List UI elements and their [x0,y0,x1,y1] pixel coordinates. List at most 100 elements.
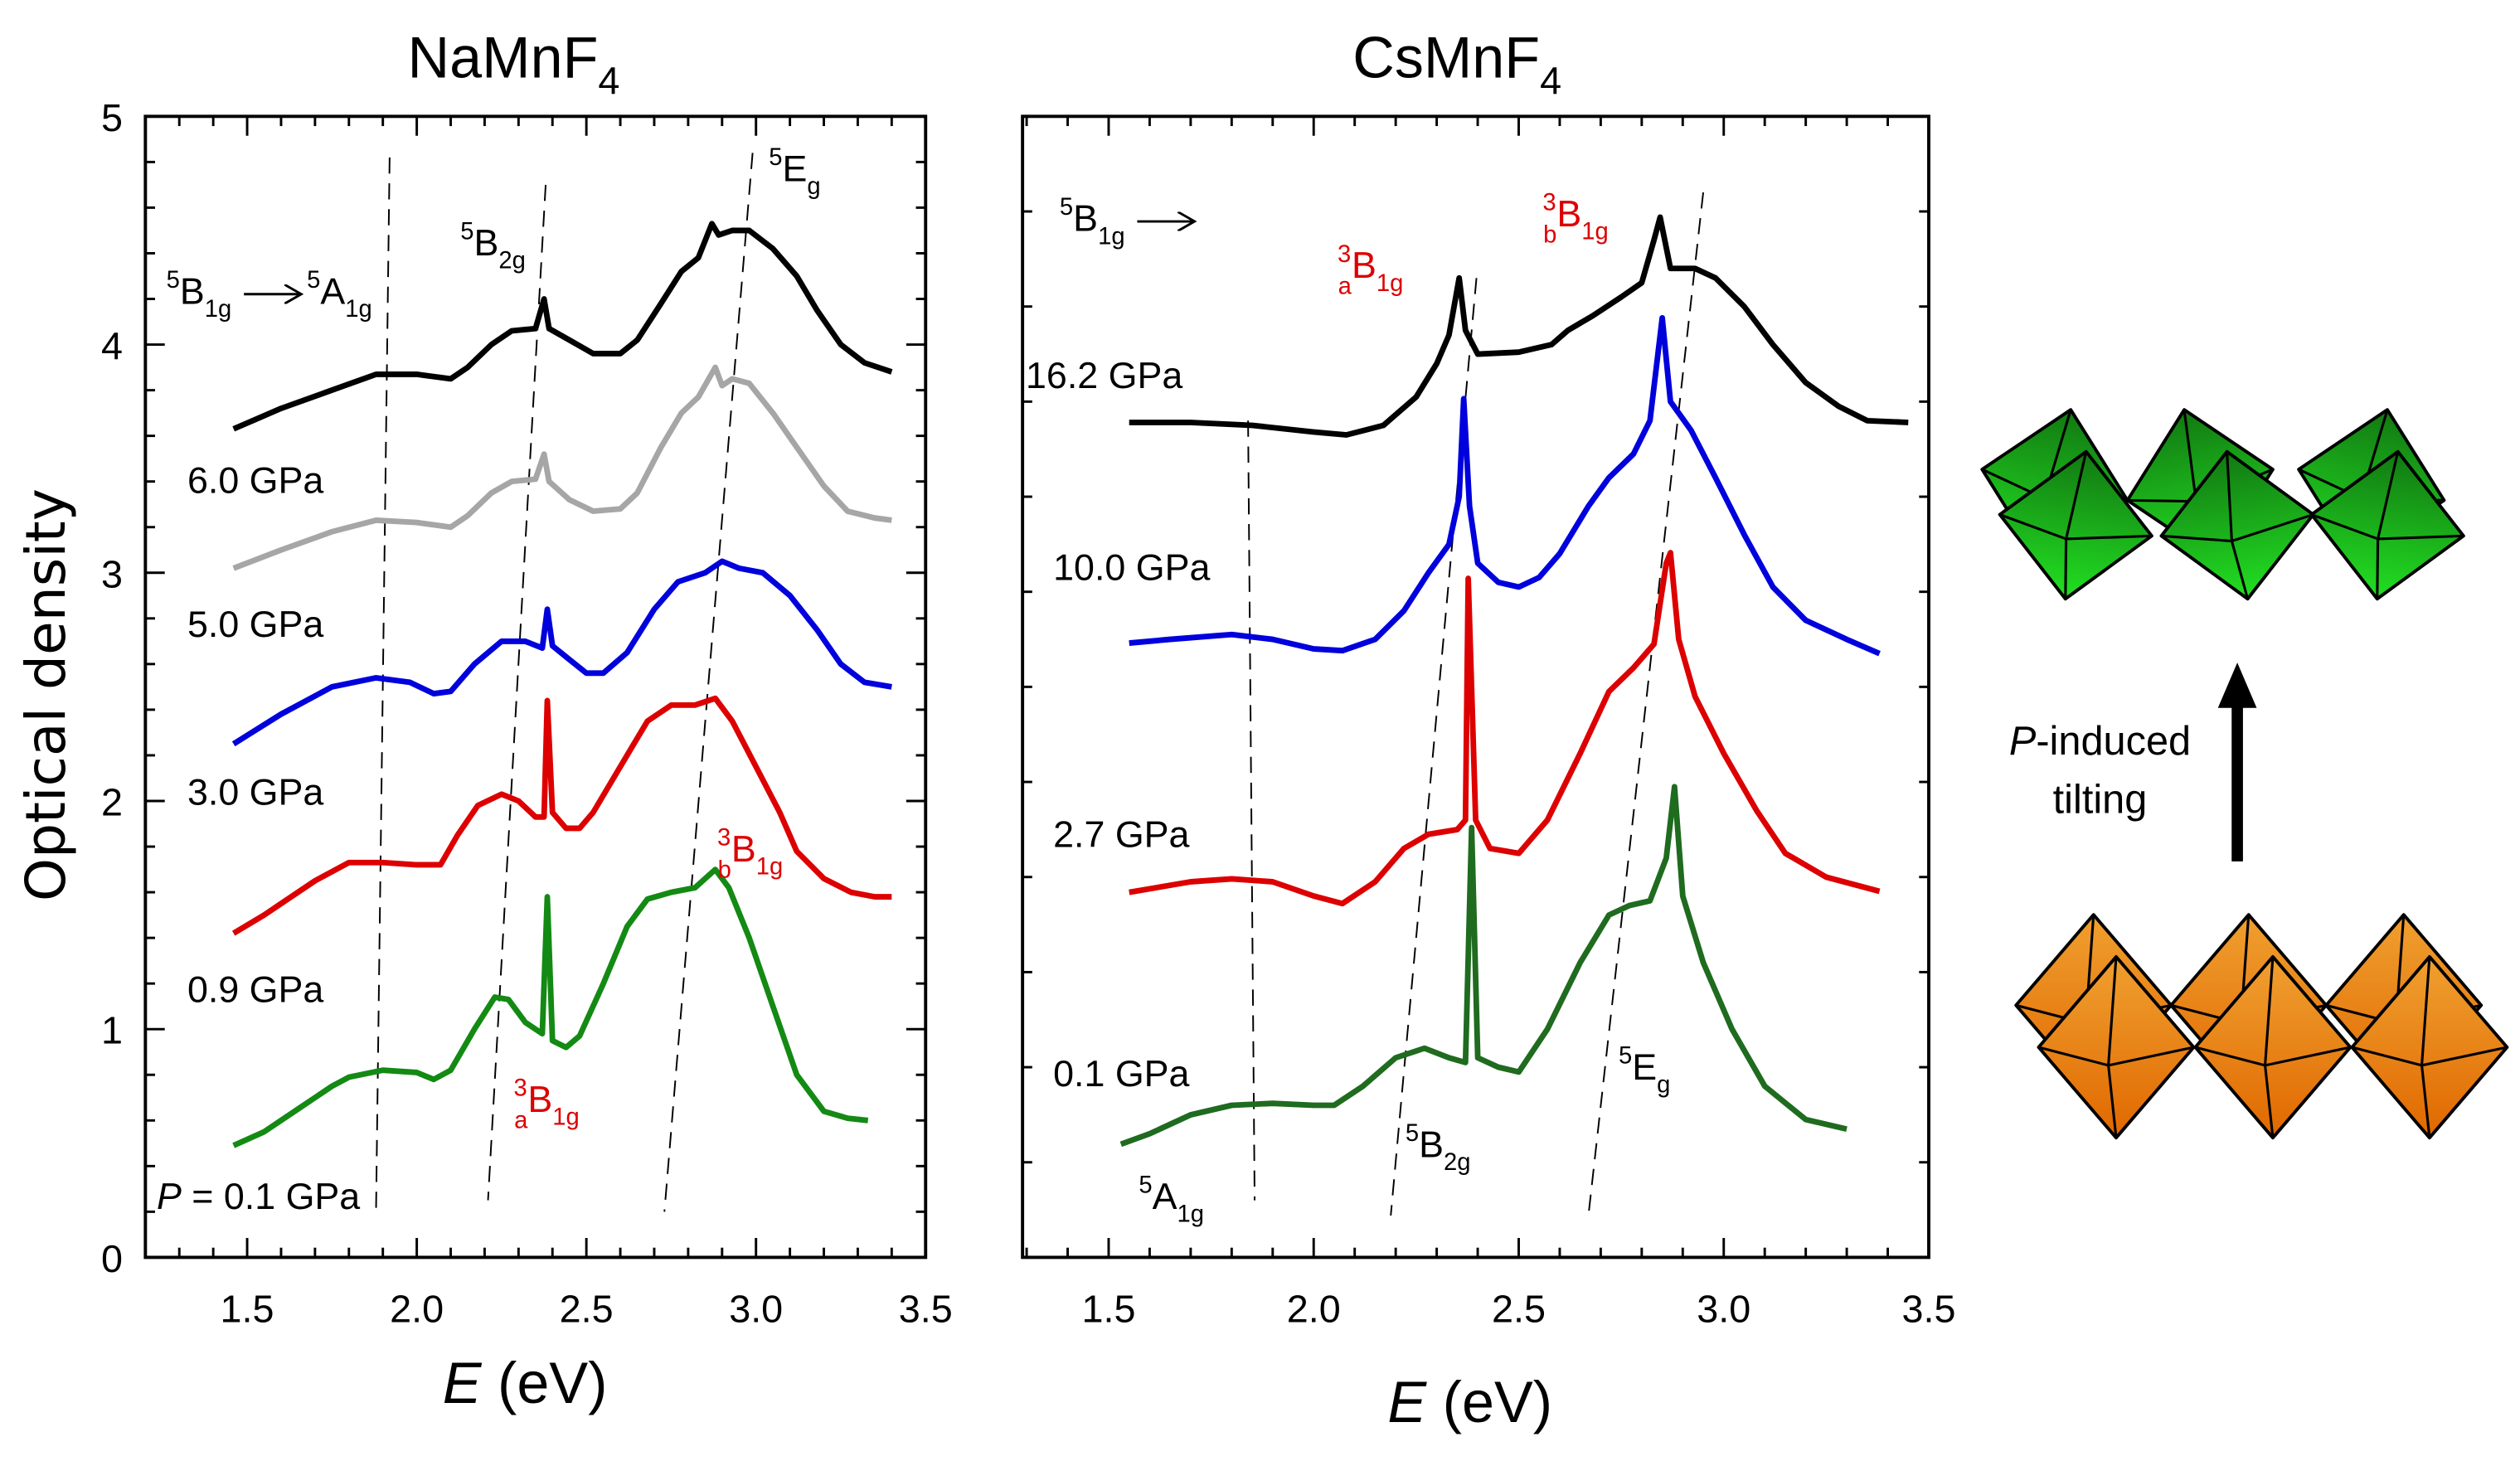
term-multiplicity: 3 [513,1075,527,1101]
term-symbol-label: 3 aB1g [513,1075,579,1133]
x-axis-symbol: E [1387,1370,1427,1434]
dashed-guide-line [663,153,754,1212]
term-subscript: 1g [1581,218,1609,245]
series-line-2-7-GPa [1129,550,1881,907]
term-multiplicity: 5 [769,144,782,171]
octahedron-edge [2264,956,2275,1065]
octahedron-edge [2161,534,2232,543]
term-index: a [1338,274,1352,300]
octahedron-edge [2107,956,2118,1065]
pressure-value: 5.0 GPa [187,604,323,645]
term-letter: B [527,1079,552,1120]
term-index: a [514,1107,528,1133]
x-axis-label: E (eV) [443,1351,608,1415]
y-axis-label: Optical density [14,488,78,901]
pressure-value: 10.0 GPa [1053,547,1210,589]
octahedron-edge [2264,1065,2275,1138]
x-axis-symbol: E [443,1351,483,1415]
term-index: b [718,857,731,883]
term-letter: B [1352,245,1377,286]
caption-induced: -induced [2036,719,2191,764]
x-tick-label: 2.5 [1492,1287,1546,1330]
term-symbol-label: 3 aB1g [1338,241,1403,300]
term-symbol-label: 3 bB1g [717,824,783,883]
term-subscript: 1g [205,296,232,323]
octahedron [2159,449,2315,601]
octahedron-edge [2226,451,2233,541]
series-line-16-2-GPa [1129,214,1909,438]
x-axis-unit: (eV) [1426,1370,1552,1434]
pressure-value: 3.0 GPa [187,772,323,813]
pressure-value: 0.1 GPa [1053,1053,1189,1095]
x-tick-label: 3.0 [729,1287,783,1330]
octahedron-edge [2420,956,2431,1065]
octahedron [2193,954,2352,1140]
term-letter: B [1556,193,1581,235]
series-line-5-0-GPa [232,364,892,571]
term-symbol-label: 3 bB1g [1542,189,1608,248]
title-text: NaMnF [408,26,599,90]
octahedron-edge [2065,451,2088,540]
x-tick-label: 2.0 [390,1287,444,1330]
octahedron-edge [2107,1065,2118,1138]
x-tick-label: 1.5 [1081,1287,1135,1330]
chart-title: CsMnF4 [1352,26,1561,103]
term-multiplicity: 5 [460,218,473,245]
octahedron-edge [2376,538,2380,599]
series-label: 6.0 GPa [187,459,323,501]
term-subscript: 1g [1098,223,1125,250]
term-symbol-label: 5A1g [307,267,372,323]
csmnf4-chart: CsMnF4 1.5 2.0 2.5 3.0 3.5 E (eV) 16.2 GPa 10.0 … [1021,26,1955,1434]
pressure-value: 16.2 GPa [1026,355,1182,396]
term-subscript: 1g [1377,270,1404,297]
series-label: 0.1 GPa [1053,1053,1189,1095]
term-letter: B [473,222,498,264]
x-axis-label: E (eV) [1387,1370,1552,1434]
term-multiplicity: 3 [717,824,731,851]
term-index: b [1543,221,1556,248]
term-multiplicity: 5 [1060,194,1073,221]
term-symbol-label: 5A1g [1139,1172,1204,1227]
x-tick-label: 1.5 [221,1287,274,1330]
term-symbol-label: 5Eg [1619,1043,1670,1099]
tilting-caption-line1: P-induced [2009,719,2191,764]
series-label: P = 0.1 GPa [157,1176,360,1217]
octahedron [2350,954,2509,1140]
octahedron [1998,449,2153,601]
dashed-guide-line [375,157,391,1210]
pressure-value: 0.1 GPa [224,1176,360,1217]
octahedron-edge [2064,538,2068,599]
octahedron-edge [2231,513,2314,542]
title-subscript: 4 [1540,59,1561,102]
term-symbol-label: 5B1g [167,267,232,323]
series-label: 0.9 GPa [187,968,323,1010]
octahedron [2037,954,2196,1140]
octahedron-edge [2377,534,2464,541]
x-tick-label: 3.5 [899,1287,953,1330]
term-subscript: 1g [1177,1201,1205,1228]
octahedron-edge [2108,1046,2194,1067]
term-multiplicity: 5 [1406,1120,1419,1147]
term-multiplicity: 3 [1338,241,1351,268]
tilted-octahedra-chain [1980,408,2465,601]
term-subscript: 1g [345,296,372,323]
tilting-illustration: P-induced tilting [1980,408,2509,1140]
y-tick-label: 0 [101,1237,123,1280]
y-tick-label: 4 [101,324,123,367]
chart-title: NaMnF4 [408,26,620,103]
octahedron [2309,449,2465,601]
x-axis-unit: (eV) [482,1351,608,1415]
y-tick-label: 5 [101,96,123,139]
term-symbol-label: 5Eg [769,144,820,200]
untilted-octahedra-chain [2014,913,2509,1140]
term-subscript: 2g [498,248,526,274]
octahedron-edge [2127,498,2197,503]
pressure-symbol: P [157,1176,182,1217]
octahedron-edge [2066,534,2152,541]
octahedron-edge [2038,1046,2110,1067]
term-letter: B [731,828,756,870]
pressure-value: 6.0 GPa [187,459,323,501]
term-letter: E [783,148,808,189]
pressure-value: 2.7 GPa [1053,813,1189,855]
